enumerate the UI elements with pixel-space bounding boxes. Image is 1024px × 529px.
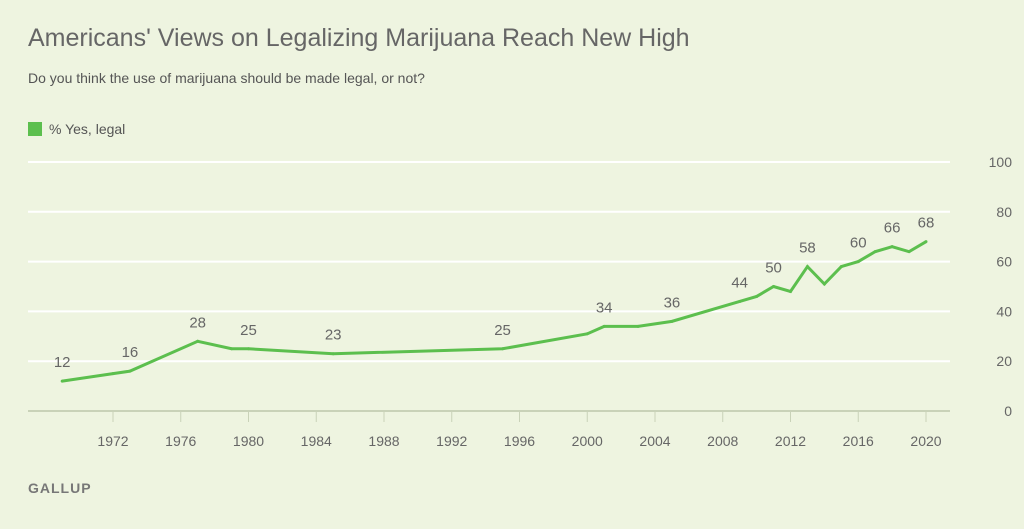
data-point (585, 332, 589, 336)
x-tick-label: 1976 (165, 433, 196, 449)
data-point (755, 294, 759, 298)
data-point (230, 347, 234, 351)
data-point (907, 250, 911, 254)
data-point (890, 245, 894, 249)
data-point (789, 289, 792, 293)
y-tick-label: 0 (1004, 403, 1012, 419)
legend-label: % Yes, legal (49, 121, 126, 137)
data-point (924, 240, 928, 244)
x-tick-label: 2000 (572, 433, 603, 449)
legend-swatch (28, 122, 42, 136)
data-label: 25 (240, 322, 257, 339)
data-label: 12 (54, 354, 71, 371)
y-tick-label: 20 (996, 353, 1012, 369)
x-tick-label: 1992 (436, 433, 467, 449)
data-point (501, 347, 505, 351)
x-tick-label: 1972 (97, 433, 128, 449)
y-tick-label: 60 (996, 254, 1012, 270)
x-tick-label: 2008 (707, 433, 738, 449)
data-point (602, 324, 606, 328)
data-label: 68 (918, 215, 935, 232)
legend: % Yes, legal (28, 121, 125, 137)
data-point (331, 352, 335, 356)
data-label: 34 (596, 299, 613, 316)
data-point (772, 285, 776, 288)
data-point (839, 265, 843, 269)
chart-subtitle: Do you think the use of marijuana should… (28, 70, 425, 86)
data-label: 25 (494, 322, 511, 339)
y-tick-label: 40 (996, 303, 1012, 319)
x-tick-label: 1996 (504, 433, 535, 449)
x-tick-label: 2016 (843, 433, 874, 449)
data-label: 50 (765, 260, 782, 277)
data-label: 28 (189, 314, 206, 331)
data-point (111, 372, 115, 376)
data-point (60, 379, 64, 383)
data-point (247, 347, 250, 351)
data-label: 36 (664, 294, 681, 311)
data-point (738, 299, 742, 303)
data-label: 23 (325, 327, 342, 344)
data-point (873, 250, 877, 254)
x-tick-label: 2012 (775, 433, 806, 449)
x-tick-label: 2004 (639, 433, 670, 449)
data-point (636, 324, 640, 328)
data-point (805, 265, 809, 269)
x-tick-label: 1988 (368, 433, 399, 449)
x-tick-label: 1984 (301, 433, 332, 449)
x-tick-label: 2020 (910, 433, 941, 449)
y-tick-label: 100 (989, 154, 1013, 170)
gallup-logo: GALLUP (28, 480, 92, 496)
series-line (61, 240, 927, 383)
data-label: 58 (799, 240, 816, 257)
y-tick-label: 80 (996, 204, 1012, 220)
data-point (856, 260, 860, 264)
data-label: 44 (731, 274, 748, 291)
data-point (822, 282, 826, 286)
data-point (128, 369, 132, 373)
chart-title: Americans' Views on Legalizing Marijuana… (28, 24, 690, 52)
data-point (196, 339, 200, 343)
data-point (670, 319, 674, 323)
x-tick-label: 1980 (233, 433, 264, 449)
data-label: 66 (884, 220, 901, 237)
data-label: 16 (122, 344, 139, 361)
data-label: 60 (850, 235, 867, 252)
